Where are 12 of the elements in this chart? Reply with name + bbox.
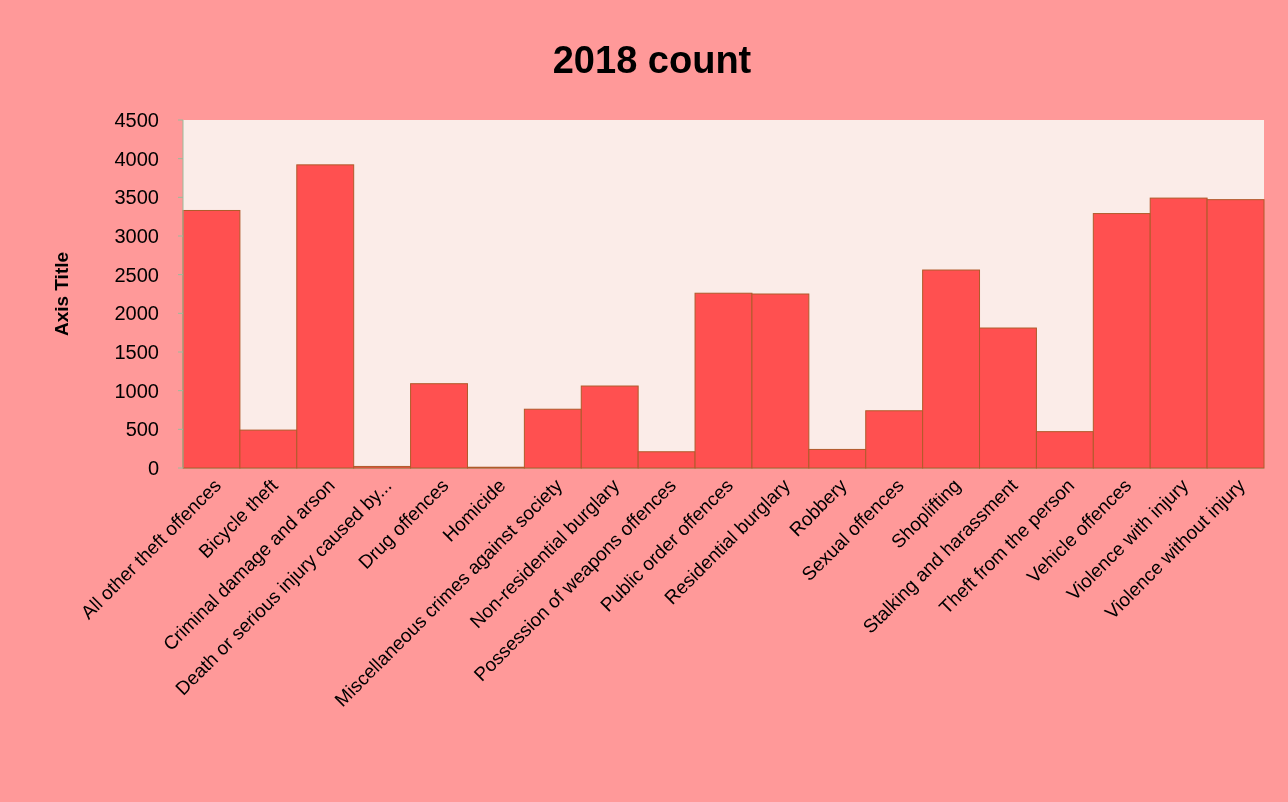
y-tick-label: 2500	[114, 263, 159, 286]
y-tick-label: 500	[125, 418, 159, 441]
y-tick-label: 3000	[114, 225, 159, 247]
y-tick-label: 3500	[114, 186, 159, 209]
y-tick-label: 4000	[114, 147, 159, 170]
y-tick-label: 4500	[114, 109, 159, 131]
y-tick-label: 1500	[114, 341, 159, 363]
y-axis-title: Axis Title	[51, 251, 72, 337]
y-tick-label: 1000	[114, 379, 159, 402]
chart-title: 2018 count	[552, 39, 752, 81]
y-tick-label: 2000	[114, 302, 159, 325]
y-tick-label: 0	[147, 457, 159, 479]
